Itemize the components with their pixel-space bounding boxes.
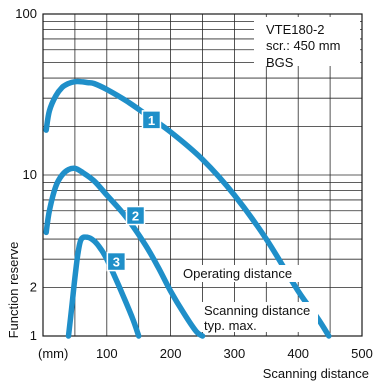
x-tick-label: 300 xyxy=(224,346,246,361)
scanning-typ-max-label: typ. max. xyxy=(204,318,257,333)
series-2-badge: 2 xyxy=(125,205,146,226)
legend-line-2: scr.: 450 mm xyxy=(266,38,340,53)
series-layer xyxy=(43,78,332,339)
series-2-line xyxy=(43,165,206,339)
x-tick-label: 200 xyxy=(160,346,182,361)
x-tick-label: 500 xyxy=(351,346,373,361)
operating-distance-label: Operating distance xyxy=(183,266,292,281)
y-tick-label: 1 xyxy=(30,328,37,343)
y-tick-label: 100 xyxy=(15,6,37,21)
scanning-label-bg xyxy=(202,302,318,332)
badge-number: 3 xyxy=(113,255,120,270)
badge-box xyxy=(106,251,127,272)
x-axis-title: Scanning distance xyxy=(263,366,369,381)
legend-box xyxy=(254,17,360,66)
x-tick-label: 400 xyxy=(287,346,309,361)
y-tick-label: 2 xyxy=(30,280,37,295)
y-axis-title: Function reserve xyxy=(6,242,21,339)
badge-layer: 1 2 3 xyxy=(106,110,162,272)
operating-label-bg xyxy=(181,265,299,282)
badge-number: 2 xyxy=(132,209,139,224)
badge-box xyxy=(141,110,162,130)
series-3-line xyxy=(65,234,142,339)
x-unit-label: (mm) xyxy=(38,346,68,361)
scanning-distance-label: Scanning distance xyxy=(204,303,310,318)
series-1-line xyxy=(43,78,332,339)
legend-line-1: VTE180-2 xyxy=(266,22,325,37)
badge-box xyxy=(125,205,146,226)
y-tick-label: 10 xyxy=(23,167,37,182)
series-1-badge: 1 xyxy=(141,110,162,130)
badge-number: 1 xyxy=(148,113,155,128)
x-tick-label: 100 xyxy=(96,346,118,361)
tick-layer: 1 2 10 100 100 200 300 400 500 xyxy=(15,6,373,361)
legend-line-3: BGS xyxy=(266,55,294,70)
series-3-badge: 3 xyxy=(106,251,127,272)
